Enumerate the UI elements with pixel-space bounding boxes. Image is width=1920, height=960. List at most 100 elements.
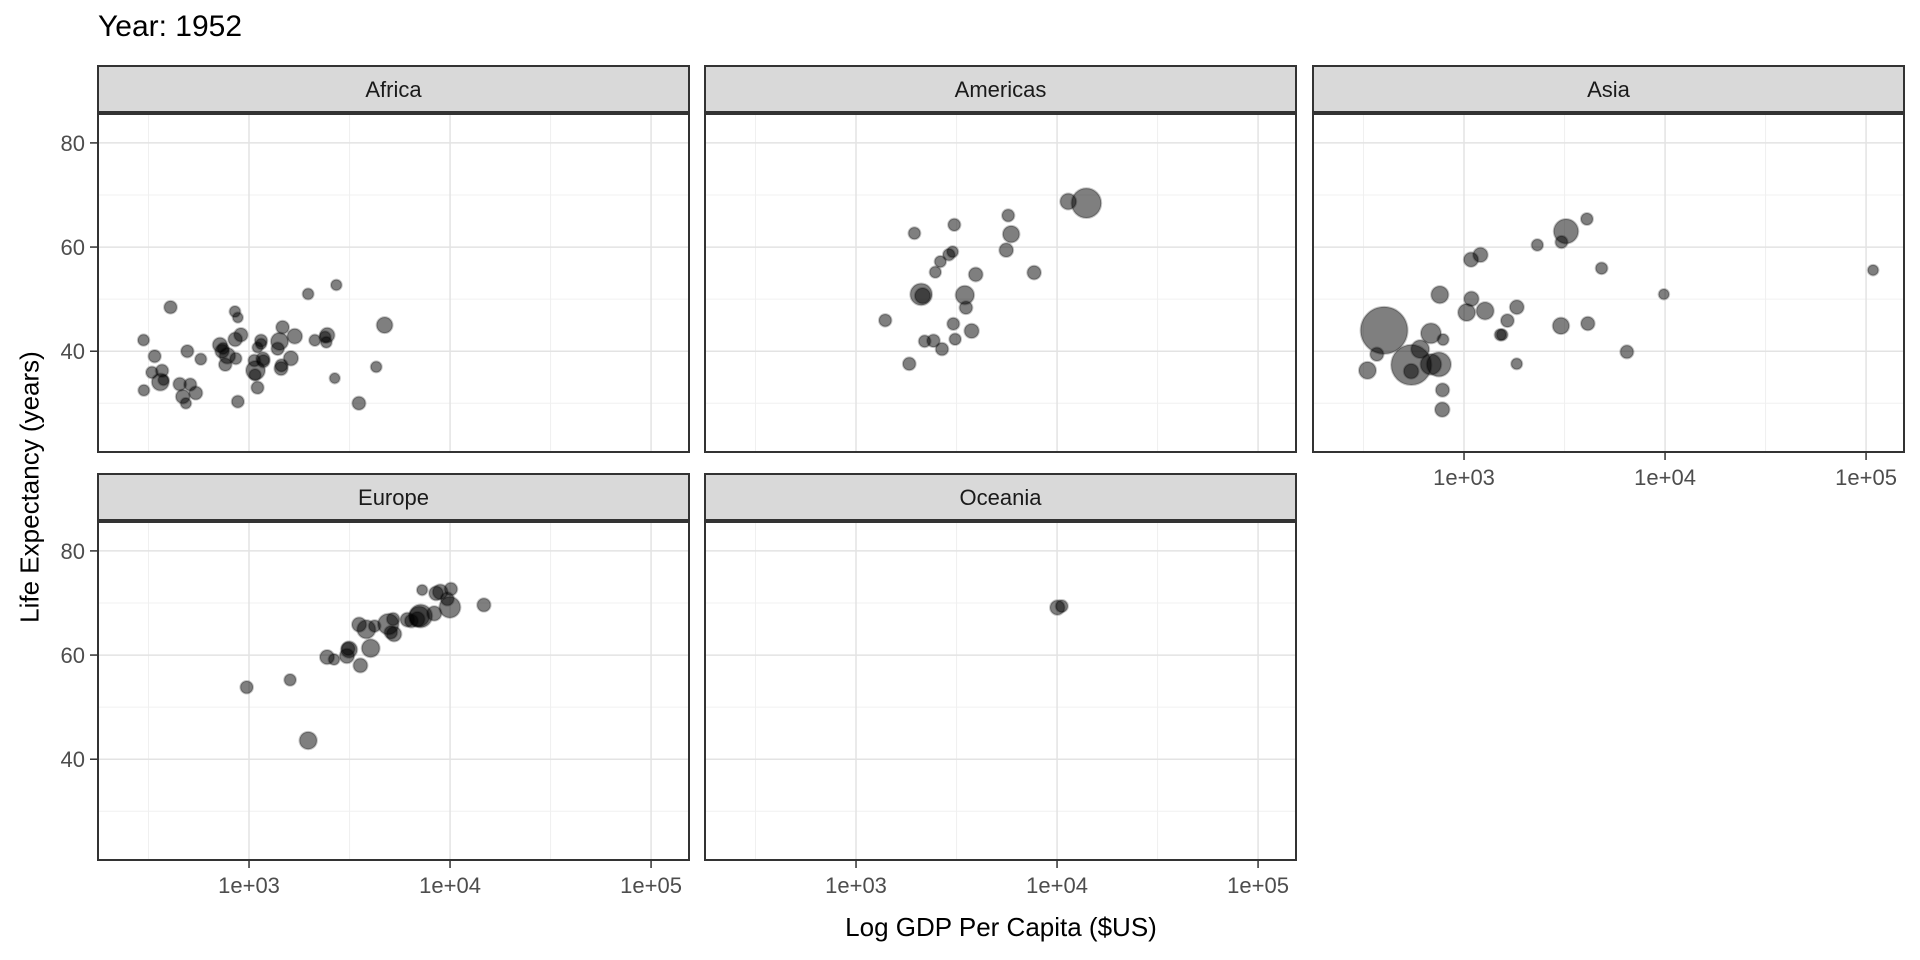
point-myanmar [1357, 360, 1378, 380]
x-tick-label: 1e+04 [1634, 465, 1696, 490]
x-tick-label: 1e+03 [825, 873, 887, 898]
y-tick-label: 80 [61, 539, 85, 564]
points-layer [1357, 211, 1880, 418]
point-sudan [282, 350, 300, 367]
facet-strip-africa [97, 65, 690, 113]
point-el-salvador [946, 316, 961, 331]
point-lesotho [136, 333, 151, 347]
point-sierra-leone [230, 394, 245, 409]
point-zambia [253, 333, 269, 348]
y-tick-label: 40 [61, 339, 85, 364]
point-romania [339, 640, 359, 659]
point-trinidad-and-tobago [945, 245, 960, 259]
point-switzerland [476, 597, 492, 613]
facet-asia: Asia 1e+03 1e+04 1e+05 [1312, 65, 1905, 490]
facet-strip-oceania [704, 473, 1297, 521]
point-haiti [901, 356, 917, 372]
facet-strip-label: Africa [365, 77, 422, 102]
facet-strip-asia [1312, 65, 1905, 113]
point-reunion [329, 278, 343, 292]
point-germany [408, 603, 434, 629]
point-burundi [147, 349, 162, 364]
point-norway [443, 581, 459, 597]
point-poland [360, 638, 381, 659]
x-axis-title: Log GDP Per Capita ($US) [845, 912, 1157, 942]
point-vietnam [1410, 339, 1431, 360]
facet-oceania: Oceania 1e+03 1e+04 1e+05 [704, 473, 1297, 898]
y-tick-label: 60 [61, 235, 85, 260]
point-turkey [298, 730, 318, 751]
facet-strip-label: Europe [358, 485, 429, 510]
point-syria [1499, 313, 1515, 329]
point-kuwait [1866, 263, 1880, 277]
point-lebanon [1594, 261, 1609, 276]
point-new-zealand [1054, 599, 1069, 614]
point-puerto-rico [947, 217, 962, 232]
point-slovak-republic [383, 624, 399, 640]
point-mauritius [301, 287, 315, 301]
point-liberia [194, 352, 208, 366]
point-togo [228, 351, 243, 366]
point-sweden [428, 585, 445, 602]
panel-background [98, 522, 689, 860]
point-japan [1552, 217, 1580, 245]
point-singapore [1530, 238, 1545, 252]
panel-border [704, 113, 1297, 453]
point-serbia [352, 657, 369, 674]
point-gabon [369, 360, 383, 374]
point-dominican-republic [878, 313, 893, 328]
point-bosnia-and-herzegovina [239, 679, 254, 695]
point-saudi-arabia [1619, 344, 1635, 360]
point-uganda [214, 343, 231, 360]
point-malaysia [1508, 299, 1525, 316]
facet-strip-americas [704, 65, 1297, 113]
facet-africa: Africa 40 60 80 [61, 65, 690, 453]
point-peru [963, 322, 980, 340]
point-paraguay [907, 226, 922, 241]
panel-background [705, 522, 1296, 860]
point-tunisia [275, 319, 291, 335]
point-sao-tome-and-principe [231, 311, 245, 324]
point-venezuela [1026, 264, 1042, 281]
point-namibia [319, 335, 333, 349]
facet-strip-label: Americas [955, 77, 1047, 102]
point-iran [1551, 316, 1571, 336]
point-rwanda [180, 343, 195, 359]
point-costa-rica [933, 254, 948, 269]
point-djibouti [328, 372, 341, 385]
facet-strip-europe [97, 473, 690, 521]
point-kenya [227, 331, 244, 348]
point-albania [283, 673, 298, 687]
point-indonesia [1425, 351, 1452, 378]
point-nicaragua [948, 332, 962, 347]
point-niger [217, 357, 233, 372]
y-tick-label: 60 [61, 643, 85, 668]
point-thailand [1430, 285, 1450, 305]
point-oman [1510, 357, 1524, 371]
point-senegal [274, 358, 289, 373]
point-bolivia [934, 341, 950, 357]
point-bahrain [1657, 287, 1671, 301]
x-tick-label: 1e+04 [1026, 873, 1088, 898]
point-mali [172, 376, 188, 392]
point-korea-rep- [1457, 302, 1477, 323]
x-tick-label: 1e+03 [1433, 465, 1495, 490]
point-panama [928, 265, 943, 279]
x-tick-label: 1e+05 [620, 873, 682, 898]
point-angola [351, 395, 367, 411]
point-malawi [154, 363, 170, 379]
point-taiwan [1472, 246, 1489, 264]
panel-border [97, 521, 690, 861]
point-china [1359, 305, 1409, 355]
panel-border [1312, 113, 1905, 453]
point-afghanistan [1433, 401, 1451, 418]
point-pakistan [1419, 322, 1442, 345]
panel-border [704, 521, 1297, 861]
point-nepal [1402, 362, 1420, 380]
point-morocco [286, 327, 304, 345]
point-mozambique [174, 388, 191, 405]
points-layer [239, 581, 492, 751]
point-philippines [1475, 301, 1495, 321]
point-spain [356, 619, 377, 640]
